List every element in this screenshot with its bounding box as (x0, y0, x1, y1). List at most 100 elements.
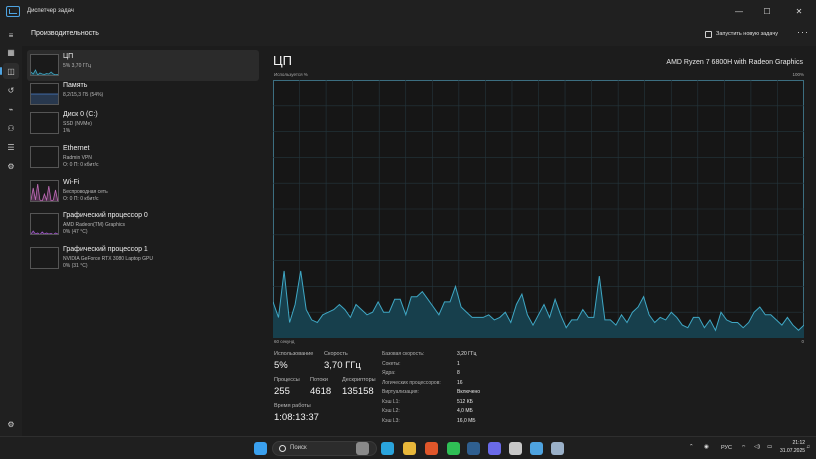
spec-value: 8 (457, 370, 460, 376)
device-value: 0% (47 °C) (63, 229, 88, 235)
wifi-thumbnail-graph (30, 180, 59, 202)
cpu-thumbnail-graph (30, 54, 59, 76)
device-value: О: 0 П: 0 кбит/с (63, 162, 99, 168)
wifi-icon[interactable]: ⌔ (741, 444, 746, 451)
device-item-wifi[interactable]: Wi-Fi Беспроводная сеть О: 0 П: 0 кбит/с (27, 176, 259, 207)
tray-app-icon[interactable]: ◉ (704, 444, 709, 450)
page-title: Производительность (31, 30, 99, 37)
stat-label: Время работы (274, 403, 319, 409)
device-value: О: 0 П: 0 кбит/с (63, 196, 99, 202)
language-indicator[interactable]: РУС (721, 445, 732, 451)
battery-icon[interactable]: ▭ (767, 444, 772, 450)
device-item-cpu[interactable]: ЦП 5% 3,70 ГГц (27, 50, 259, 81)
device-item-gpu-0[interactable]: Графический процессор 0 AMD Radeon(TM) G… (27, 209, 259, 240)
search-placeholder: Поиск (290, 445, 307, 451)
taskbar-clock[interactable]: 21:12 31.07.2025 (780, 440, 805, 455)
task-manager-icon[interactable] (530, 442, 543, 455)
whatsapp-icon[interactable] (447, 442, 460, 455)
settings-icon[interactable]: ⚙ (3, 416, 19, 432)
notification-bell-icon[interactable]: ♫ (806, 444, 810, 450)
spec-key: Сокеты: (382, 361, 401, 367)
utilization-axis-max: 100% (792, 72, 804, 77)
device-detail: 5% 3,70 ГГц (63, 63, 91, 69)
spec-value: 1 (457, 361, 460, 367)
stat-value: 4618 (310, 386, 331, 397)
device-name: Память (63, 82, 87, 89)
spec-key: Базовая скорость: (382, 351, 424, 357)
device-item-memory[interactable]: Память 8,2/15,3 ГБ (54%) (27, 79, 259, 110)
time-axis-end: 0 (801, 339, 804, 344)
details-icon[interactable]: ☰ (3, 139, 19, 155)
minimize-button[interactable]: — (728, 0, 750, 22)
device-item-ethernet[interactable]: Ethernet Radmin VPN О: 0 П: 0 кбит/с (27, 142, 259, 173)
stat-value: 3,70 ГГц (324, 360, 361, 371)
uptime-stat: Время работы 1:08:13:37 (274, 403, 319, 423)
device-detail: SSD (NVMe) (63, 121, 92, 127)
utilization-axis-label: Используется % (274, 72, 308, 77)
spec-key: Кэш L3: (382, 418, 400, 424)
search-icon (279, 445, 286, 452)
device-detail: 8,2/15,3 ГБ (54%) (63, 92, 103, 98)
device-value: 0% (31 °C) (63, 263, 88, 269)
volume-icon[interactable]: ◁) (754, 444, 760, 450)
threads-stat: Потоки 4618 (310, 377, 331, 397)
services-icon[interactable]: ⚙ (3, 158, 19, 174)
page-header: Производительность Запустить новую задач… (22, 22, 816, 46)
app-history-icon[interactable]: ↺ (3, 82, 19, 98)
spec-key: Виртуализация: (382, 389, 419, 395)
time-axis-start: 60 секунд (274, 339, 294, 344)
device-name: Графический процессор 1 (63, 246, 148, 253)
telegram-icon[interactable] (381, 442, 394, 455)
stat-label: Процессы (274, 377, 300, 383)
windows-start-icon[interactable] (254, 442, 267, 455)
spec-value: 16,0 МБ (457, 418, 476, 424)
stat-value: 255 (274, 386, 300, 397)
maximize-button[interactable]: ☐ (756, 0, 778, 22)
cpu-heading: ЦП (273, 53, 292, 68)
cpu-model-name: AMD Ryzen 7 6800H with Radeon Graphics (666, 59, 803, 66)
stat-label: Потоки (310, 377, 331, 383)
spec-key: Ядра: (382, 370, 395, 376)
close-button[interactable]: ✕ (788, 0, 810, 22)
more-options-button[interactable]: ··· (797, 27, 809, 37)
performance-icon[interactable]: ◫ (3, 63, 19, 79)
disk-thumbnail-graph (30, 112, 59, 134)
spec-value: 512 КБ (457, 399, 473, 405)
title-bar: Диспетчер задач — ☐ ✕ (0, 0, 816, 22)
device-name: Wi-Fi (63, 179, 79, 186)
stat-label: Скорость (324, 351, 361, 357)
new-task-icon (705, 31, 712, 38)
app-icon[interactable] (509, 442, 522, 455)
speed-stat: Скорость 3,70 ГГц (324, 351, 361, 371)
navigation-rail: ≡ ▦ ◫ ↺ ⌁ ⚇ ☰ ⚙ ⚙ (0, 22, 22, 436)
thumbnail-line (31, 231, 59, 235)
startup-apps-icon[interactable]: ⌁ (3, 101, 19, 117)
handles-stat: Дескрипторы 135158 (342, 377, 376, 397)
clock-date: 31.07.2025 (780, 448, 805, 456)
device-detail: AMD Radeon(TM) Graphics (63, 222, 125, 228)
tray-chevron-icon[interactable]: ⌃ (689, 444, 694, 450)
taskbar: Поиск ⌃ ◉ РУС ⌔ ◁) ▭ 21:12 31.07.2025 ♫ (0, 436, 816, 459)
app-icon-2[interactable] (551, 442, 564, 455)
device-value: 1% (63, 128, 70, 134)
spec-value: Включено (457, 389, 480, 395)
steam-icon[interactable] (467, 442, 480, 455)
users-icon[interactable]: ⚇ (3, 120, 19, 136)
brave-icon[interactable] (425, 442, 438, 455)
processes-icon[interactable]: ▦ (3, 44, 19, 60)
device-name: ЦП (63, 53, 73, 60)
utilization-stat: Использование 5% (274, 351, 313, 371)
stat-label: Дескрипторы (342, 377, 376, 383)
cpu-detail-panel: ЦП AMD Ryzen 7 6800H with Radeon Graphic… (262, 46, 816, 436)
device-item-disk[interactable]: Диск 0 (C:) SSD (NVMe) 1% (27, 108, 259, 139)
menu-icon[interactable]: ≡ (3, 27, 19, 43)
device-item-gpu-1[interactable]: Графический процессор 1 NVIDIA GeForce R… (27, 243, 259, 274)
discord-icon[interactable] (488, 442, 501, 455)
task-manager-icon (6, 6, 20, 17)
file-explorer-icon[interactable] (403, 442, 416, 455)
task-view-icon[interactable] (356, 442, 369, 455)
gpu0-thumbnail-graph (30, 213, 59, 235)
device-detail: NVIDIA GeForce RTX 3080 Laptop GPU (63, 256, 153, 262)
run-new-task-label: Запустить новую задачу (716, 31, 778, 37)
run-new-task-button[interactable]: Запустить новую задачу (705, 27, 778, 41)
